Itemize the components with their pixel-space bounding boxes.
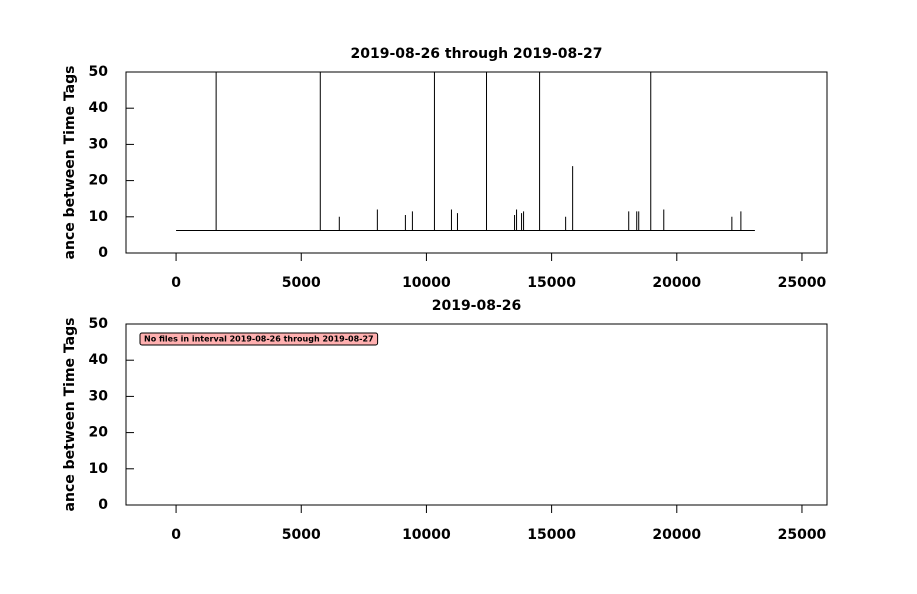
y-tick-label: 50 [89, 64, 109, 80]
x-tick-label: 5000 [282, 275, 321, 291]
y-tick-label: 20 [89, 173, 109, 189]
y-tick-label: 40 [89, 352, 109, 368]
y-tick-label: 0 [98, 497, 108, 513]
x-tick-label: 25000 [778, 275, 827, 291]
x-tick-label: 20000 [652, 275, 701, 291]
y-tick-label: 20 [89, 425, 109, 441]
x-tick-label: 25000 [778, 527, 827, 543]
x-tick-label: 10000 [402, 527, 451, 543]
plot-frame [125, 71, 828, 254]
x-tick-label: 15000 [527, 275, 576, 291]
x-tick-label: 5000 [282, 527, 321, 543]
y-tick-label: 0 [98, 245, 108, 261]
x-tick-label: 15000 [527, 527, 576, 543]
data-line [176, 72, 755, 232]
y-tick-label: 10 [89, 209, 109, 225]
y-axis-label: ance between Time Tags [62, 318, 78, 512]
y-tick-label: 10 [89, 461, 109, 477]
chart-title: 2019-08-26 through 2019-08-27 [351, 46, 603, 62]
annotation-box [139, 332, 379, 346]
y-tick-label: 30 [89, 136, 109, 152]
x-tick-label: 0 [171, 527, 181, 543]
y-tick-label: 50 [89, 316, 109, 332]
y-tick-label: 30 [89, 388, 109, 404]
x-tick-label: 20000 [652, 527, 701, 543]
x-tick-label: 10000 [402, 275, 451, 291]
plot-frame [125, 323, 828, 506]
annotation: No files in interval 2019-08-26 through … [144, 335, 374, 344]
y-axis-label: ance between Time Tags [62, 66, 78, 260]
x-tick-label: 0 [171, 275, 181, 291]
y-tick-label: 40 [89, 100, 109, 116]
chart-title: 2019-08-26 [432, 298, 522, 314]
